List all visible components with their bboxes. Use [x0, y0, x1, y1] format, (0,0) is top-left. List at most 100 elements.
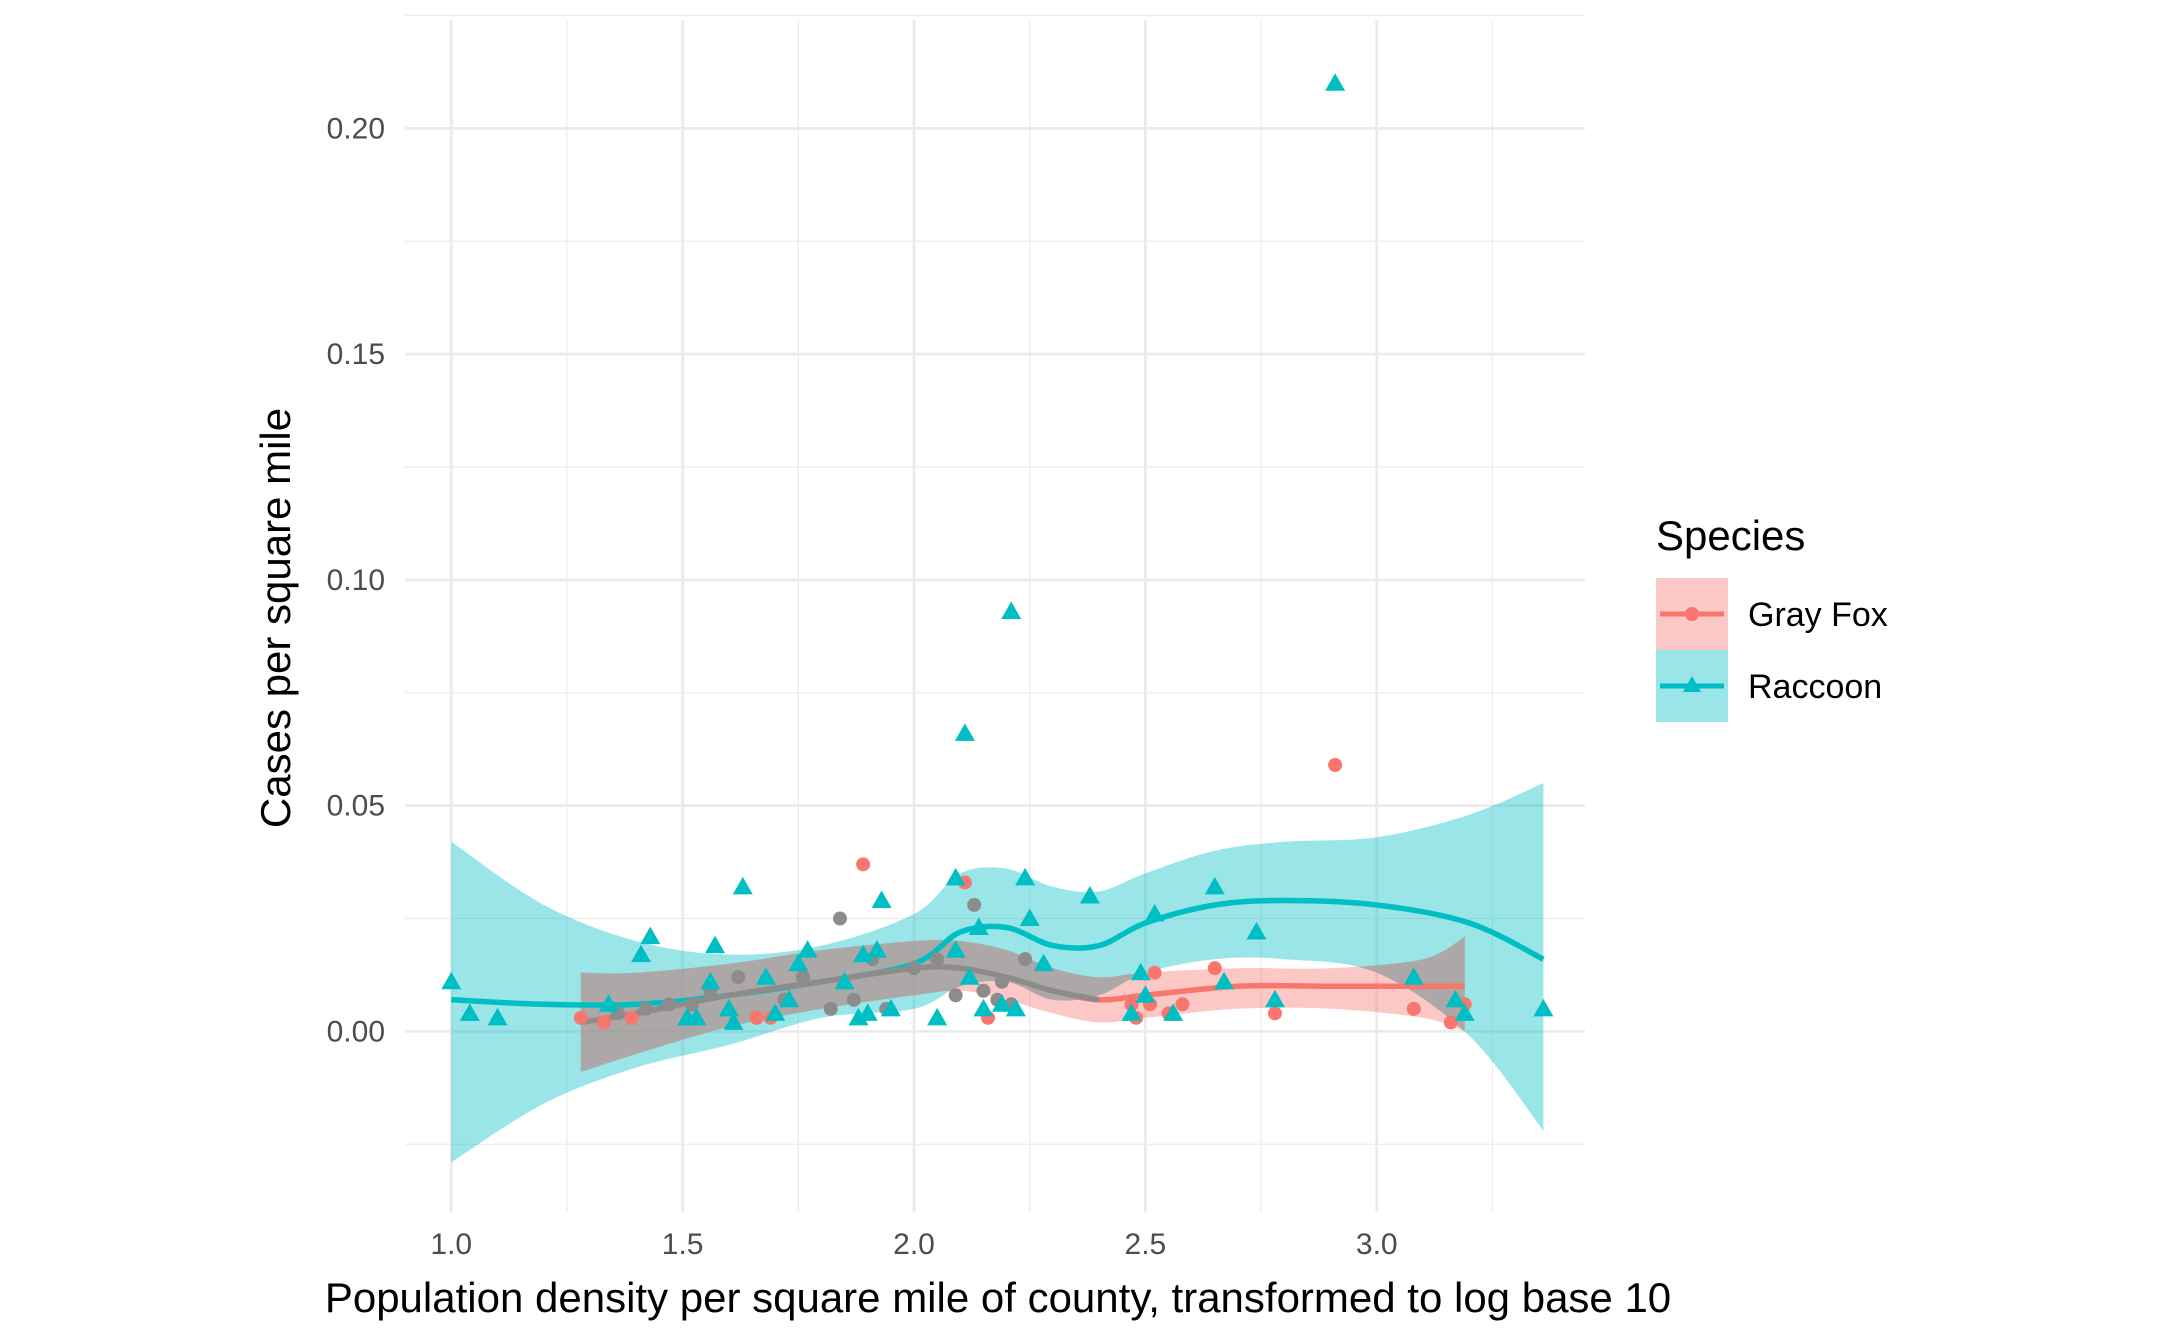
raccoon-point	[797, 940, 818, 958]
gray-fox-point	[624, 1010, 639, 1025]
legend-key-gray-fox-marker	[1685, 607, 1699, 621]
y-tick-label: 0.00	[327, 1015, 385, 1048]
legend-title: Species	[1656, 512, 1805, 559]
y-tick-label: 0.20	[327, 112, 385, 145]
raccoon-point	[1246, 922, 1267, 940]
raccoon-point	[441, 971, 462, 990]
y-tick-label: 0.05	[327, 790, 385, 823]
legend-key-raccoon-marker	[1683, 676, 1701, 692]
gray-fox-point	[1147, 965, 1162, 980]
raccoon-point	[598, 994, 619, 1012]
gray-fox-point	[832, 911, 847, 926]
gray-fox-point	[596, 1015, 611, 1030]
gray-fox-point	[948, 988, 963, 1003]
raccoon-point	[1325, 73, 1346, 91]
legend-key-raccoon	[1656, 650, 1728, 722]
raccoon-point	[1403, 967, 1424, 985]
raccoon-point	[867, 940, 887, 958]
gray-fox-point	[638, 1001, 653, 1016]
gray-fox-point	[1328, 758, 1343, 772]
raccoon-point	[788, 953, 809, 972]
raccoon-point	[631, 944, 651, 963]
raccoon-point	[1015, 867, 1036, 886]
raccoon-point	[1135, 985, 1156, 1003]
raccoon-point	[700, 971, 721, 990]
gray-fox-point	[976, 983, 991, 998]
raccoon-point	[853, 944, 874, 963]
gray-fox-point	[846, 992, 861, 1007]
raccoon-point	[857, 1003, 878, 1021]
raccoon-point	[1445, 989, 1466, 1008]
gray-fox-point	[731, 970, 746, 985]
raccoon-point	[1204, 876, 1225, 895]
gray-fox-point	[684, 997, 699, 1012]
gray-fox-point	[967, 897, 982, 912]
raccoon-point	[1454, 1003, 1475, 1021]
y-tick-label: 0.15	[327, 338, 385, 371]
raccoon-point	[459, 1003, 480, 1021]
raccoon-point	[1214, 971, 1235, 990]
raccoon-point	[1019, 908, 1040, 927]
legend-label-raccoon: Raccoon	[1748, 668, 1882, 706]
gray-fox-point	[795, 970, 810, 985]
raccoon-point	[848, 1007, 869, 1026]
raccoon-point	[834, 971, 855, 990]
gray-fox-point	[573, 1010, 588, 1025]
raccoon-point	[954, 723, 975, 741]
gray-fox-point	[1443, 1015, 1458, 1030]
raccoon-point	[880, 998, 901, 1017]
raccoon-point	[487, 1007, 508, 1026]
gray-fox-point	[930, 952, 945, 967]
gray-fox-point	[749, 1010, 764, 1025]
raccoon-point	[1005, 998, 1026, 1017]
x-tick-label: 2.0	[893, 1228, 935, 1261]
raccoon-point	[1264, 989, 1285, 1008]
legend: Species Gray Fox Raccoon	[1656, 512, 1888, 722]
x-tick-label: 3.0	[1356, 1228, 1398, 1261]
raccoon-point	[755, 967, 776, 985]
raccoon-point	[945, 940, 966, 958]
raccoon-point	[968, 917, 989, 936]
raccoon-point	[640, 926, 661, 945]
legend-key-gray-fox	[1656, 578, 1728, 650]
raccoon-point	[1079, 885, 1100, 904]
raccoon-point	[1533, 998, 1554, 1017]
raccoon-point	[1163, 1003, 1184, 1021]
gray-fox-point	[1267, 1006, 1282, 1021]
raccoon-point	[705, 935, 726, 954]
raccoon-point	[991, 994, 1012, 1012]
raccoon-point	[723, 1012, 744, 1030]
raccoon-point	[1121, 1003, 1142, 1021]
gray-fox-point	[1406, 1001, 1421, 1016]
data-points	[441, 73, 1554, 1030]
legend-label-gray-fox: Gray Fox	[1748, 596, 1888, 634]
axis-ticks: 1.0 1.5 2.0 2.5 3.0 0.00 0.05 0.10 0.15 0.20	[327, 112, 1398, 1261]
gray-fox-point	[907, 961, 922, 976]
x-tick-label: 1.0	[430, 1228, 472, 1261]
x-tick-label: 2.5	[1125, 1228, 1167, 1261]
raccoon-point	[959, 967, 980, 985]
raccoon-point	[686, 1007, 707, 1026]
x-tick-label: 1.5	[662, 1228, 704, 1261]
raccoon-point	[1144, 904, 1165, 922]
gray-fox-point	[1018, 952, 1033, 967]
gray-fox-point	[994, 974, 1009, 989]
gray-fox-point	[1175, 997, 1190, 1012]
raccoon-point	[1033, 953, 1054, 972]
gray-fox-point	[1207, 961, 1222, 976]
raccoon-point	[1130, 962, 1151, 981]
raccoon-point	[1001, 601, 1022, 619]
gray-fox-point	[856, 857, 871, 872]
raccoon-point	[973, 998, 994, 1017]
gray-fox-point	[661, 997, 676, 1012]
y-tick-label: 0.10	[327, 564, 385, 597]
raccoon-point	[927, 1007, 948, 1026]
y-axis-title: Cases per square mile	[252, 408, 299, 828]
x-axis-title: Population density per square mile of co…	[325, 1274, 1671, 1321]
raccoon-point	[945, 867, 966, 886]
raccoon-point	[718, 998, 739, 1017]
raccoon-point	[732, 876, 753, 895]
raccoon-point	[779, 989, 800, 1008]
gray-fox-point	[823, 1001, 838, 1016]
